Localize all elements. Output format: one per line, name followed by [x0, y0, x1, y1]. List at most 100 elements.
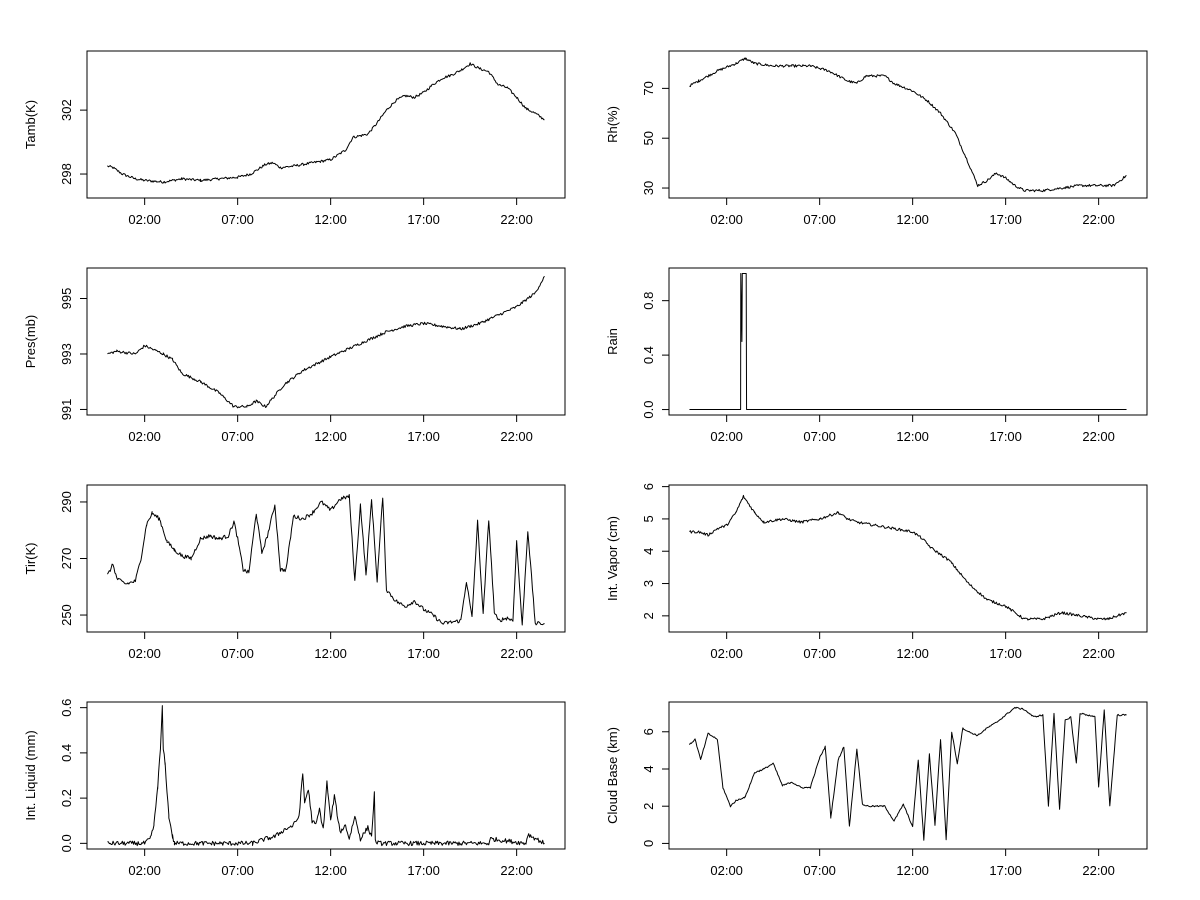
y-tick-label: 2 [641, 612, 656, 619]
x-tick-label: 17:00 [407, 646, 440, 661]
x-tick-label: 22:00 [500, 212, 533, 227]
x-tick-label: 17:00 [407, 863, 440, 878]
y-axis-label: Rh(%) [605, 106, 620, 143]
plot-frame [86, 484, 566, 633]
x-tick-label: 22:00 [1082, 429, 1115, 444]
y-tick-label: 993 [59, 343, 74, 365]
y-tick-label: 50 [641, 131, 656, 145]
series-line-rain [689, 272, 1127, 411]
series-line-tamb [107, 62, 545, 184]
x-tick-label: 22:00 [1082, 212, 1115, 227]
y-tick-label: 30 [641, 181, 656, 195]
plot-frame [86, 701, 566, 850]
x-tick-label: 22:00 [500, 429, 533, 444]
x-tick-label: 17:00 [989, 212, 1022, 227]
y-tick-label: 302 [59, 99, 74, 121]
series-line-pres [107, 275, 545, 409]
x-tick-label: 22:00 [1082, 646, 1115, 661]
x-tick-label: 02:00 [128, 212, 161, 227]
y-tick-label: 0.8 [641, 292, 656, 310]
y-axis-label: Tamb(K) [23, 100, 38, 149]
x-tick-label: 12:00 [314, 212, 347, 227]
plot-frame [668, 50, 1148, 199]
x-tick-label: 02:00 [128, 863, 161, 878]
plot-frame [668, 484, 1148, 633]
y-tick-label: 6 [641, 483, 656, 490]
series-line-rh [689, 57, 1127, 193]
series-line-vapor [689, 494, 1127, 621]
panel-pres: 02:00 07:00 12:00 17:00 22:00 991 993 995 Pres(m… [23, 267, 566, 444]
x-tick-label: 12:00 [314, 429, 347, 444]
plot-frame [86, 50, 566, 199]
x-tick-label: 07:00 [803, 429, 836, 444]
y-tick-label: 0.2 [59, 789, 74, 807]
plot-frame [86, 267, 566, 416]
x-tick-label: 17:00 [407, 212, 440, 227]
plot-frame [668, 267, 1148, 416]
x-tick-label: 17:00 [989, 863, 1022, 878]
x-tick-label: 02:00 [128, 429, 161, 444]
x-tick-label: 07:00 [221, 429, 254, 444]
x-tick-label: 12:00 [896, 646, 929, 661]
x-tick-label: 22:00 [500, 646, 533, 661]
x-tick-label: 07:00 [221, 863, 254, 878]
y-tick-label: 70 [641, 81, 656, 95]
y-tick-label: 4 [641, 548, 656, 555]
y-tick-label: 0.0 [59, 834, 74, 852]
y-axis-label: Cloud Base (km) [605, 727, 620, 824]
y-tick-label: 4 [641, 765, 656, 772]
x-tick-label: 17:00 [407, 429, 440, 444]
x-tick-label: 17:00 [989, 646, 1022, 661]
x-tick-label: 22:00 [500, 863, 533, 878]
y-tick-label: 5 [641, 515, 656, 522]
panel-tir: 02:00 07:00 12:00 17:00 22:00 250 270 290 Tir(K) [23, 484, 566, 661]
x-tick-label: 02:00 [128, 646, 161, 661]
x-tick-label: 07:00 [803, 212, 836, 227]
panel-rh: 02:00 07:00 12:00 17:00 22:00 30 50 70 Rh(%) [605, 50, 1148, 227]
x-tick-label: 17:00 [989, 429, 1022, 444]
x-tick-label: 02:00 [710, 212, 743, 227]
x-tick-label: 22:00 [1082, 863, 1115, 878]
panel-liquid: 02:00 07:00 12:00 17:00 22:00 0.0 0.2 0.4 0.6 Int… [23, 699, 566, 878]
x-tick-label: 12:00 [896, 429, 929, 444]
x-tick-label: 12:00 [896, 212, 929, 227]
y-tick-label: 991 [59, 399, 74, 421]
y-tick-label: 290 [59, 491, 74, 513]
y-tick-label: 0.6 [59, 699, 74, 717]
y-tick-label: 0.0 [641, 401, 656, 419]
panel-rain: 02:00 07:00 12:00 17:00 22:00 0.0 0.4 0.8 Rain [605, 267, 1148, 444]
y-axis-label: Tir(K) [23, 542, 38, 574]
y-tick-label: 270 [59, 548, 74, 570]
y-axis-label: Int. Vapor (cm) [605, 516, 620, 601]
y-tick-label: 2 [641, 803, 656, 810]
y-axis-label: Int. Liquid (mm) [23, 730, 38, 820]
x-tick-label: 12:00 [896, 863, 929, 878]
y-tick-label: 250 [59, 604, 74, 626]
x-tick-label: 02:00 [710, 429, 743, 444]
x-tick-label: 02:00 [710, 863, 743, 878]
x-tick-label: 12:00 [314, 646, 347, 661]
y-axis-label: Pres(mb) [23, 315, 38, 368]
x-tick-label: 07:00 [803, 863, 836, 878]
y-tick-label: 0.4 [641, 346, 656, 364]
series-line-liquid [107, 705, 545, 847]
y-tick-label: 0.4 [59, 744, 74, 762]
y-axis-label: Rain [605, 328, 620, 355]
y-tick-label: 3 [641, 580, 656, 587]
y-tick-label: 6 [641, 728, 656, 735]
x-tick-label: 02:00 [710, 646, 743, 661]
x-tick-label: 07:00 [221, 212, 254, 227]
x-tick-label: 07:00 [221, 646, 254, 661]
plot-frame [668, 701, 1148, 850]
series-line-cloudbase [689, 706, 1127, 841]
panel-tamb: 02:00 07:00 12:00 17:00 22:00 298 302 Tamb(K) [23, 50, 566, 227]
x-tick-label: 12:00 [314, 863, 347, 878]
y-tick-label: 995 [59, 288, 74, 310]
y-tick-label: 298 [59, 163, 74, 185]
series-line-tir [107, 494, 545, 626]
x-tick-label: 07:00 [803, 646, 836, 661]
panel-cloudbase: 02:00 07:00 12:00 17:00 22:00 0 2 4 6 Cloud Base … [605, 701, 1148, 878]
y-tick-label: 0 [641, 840, 656, 847]
panel-vapor: 02:00 07:00 12:00 17:00 22:00 2 3 4 5 6 Int. Vapor… [605, 483, 1148, 661]
